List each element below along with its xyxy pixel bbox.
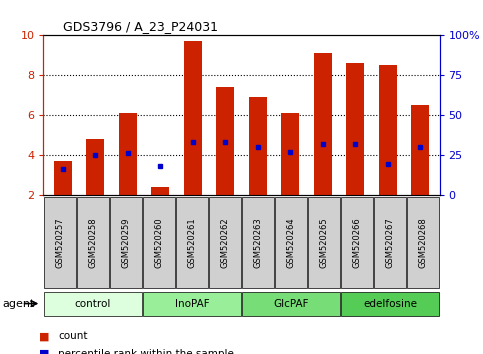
Text: GSM520268: GSM520268 xyxy=(419,217,427,268)
FancyBboxPatch shape xyxy=(308,196,340,289)
FancyBboxPatch shape xyxy=(242,292,340,315)
FancyBboxPatch shape xyxy=(242,196,274,289)
Bar xyxy=(151,187,169,195)
FancyBboxPatch shape xyxy=(110,196,142,289)
FancyBboxPatch shape xyxy=(143,292,241,315)
Bar xyxy=(184,41,202,195)
Bar xyxy=(314,53,332,195)
Text: GSM520267: GSM520267 xyxy=(385,217,395,268)
FancyBboxPatch shape xyxy=(44,196,76,289)
Text: ■: ■ xyxy=(39,331,49,341)
Text: GDS3796 / A_23_P24031: GDS3796 / A_23_P24031 xyxy=(63,20,218,33)
Bar xyxy=(346,63,364,195)
Text: GSM520260: GSM520260 xyxy=(155,217,163,268)
Text: GSM520257: GSM520257 xyxy=(56,217,64,268)
FancyBboxPatch shape xyxy=(374,196,406,289)
FancyBboxPatch shape xyxy=(341,196,373,289)
Bar xyxy=(54,161,72,195)
Text: GSM520264: GSM520264 xyxy=(286,217,296,268)
FancyBboxPatch shape xyxy=(143,196,175,289)
Text: ■: ■ xyxy=(39,349,49,354)
FancyBboxPatch shape xyxy=(77,196,109,289)
Text: control: control xyxy=(75,298,111,309)
Text: GSM520259: GSM520259 xyxy=(122,217,130,268)
Text: agent: agent xyxy=(2,298,35,309)
Bar xyxy=(379,65,397,195)
FancyBboxPatch shape xyxy=(176,196,208,289)
Text: GSM520262: GSM520262 xyxy=(221,217,229,268)
Bar xyxy=(411,105,429,195)
Bar xyxy=(119,113,137,195)
Text: GlcPAF: GlcPAF xyxy=(273,298,309,309)
Text: count: count xyxy=(58,331,87,341)
Bar xyxy=(216,87,234,195)
FancyBboxPatch shape xyxy=(341,292,439,315)
Text: InoPAF: InoPAF xyxy=(175,298,209,309)
Text: GSM520266: GSM520266 xyxy=(353,217,361,268)
FancyBboxPatch shape xyxy=(275,196,307,289)
Text: GSM520258: GSM520258 xyxy=(88,217,98,268)
Text: GSM520263: GSM520263 xyxy=(254,217,262,268)
Text: percentile rank within the sample: percentile rank within the sample xyxy=(58,349,234,354)
Text: edelfosine: edelfosine xyxy=(363,298,417,309)
FancyBboxPatch shape xyxy=(44,292,142,315)
Bar xyxy=(86,139,104,195)
FancyBboxPatch shape xyxy=(407,196,439,289)
Text: GSM520265: GSM520265 xyxy=(320,217,328,268)
Text: GSM520261: GSM520261 xyxy=(187,217,197,268)
FancyBboxPatch shape xyxy=(209,196,241,289)
Bar xyxy=(281,113,299,195)
Bar xyxy=(249,97,267,195)
